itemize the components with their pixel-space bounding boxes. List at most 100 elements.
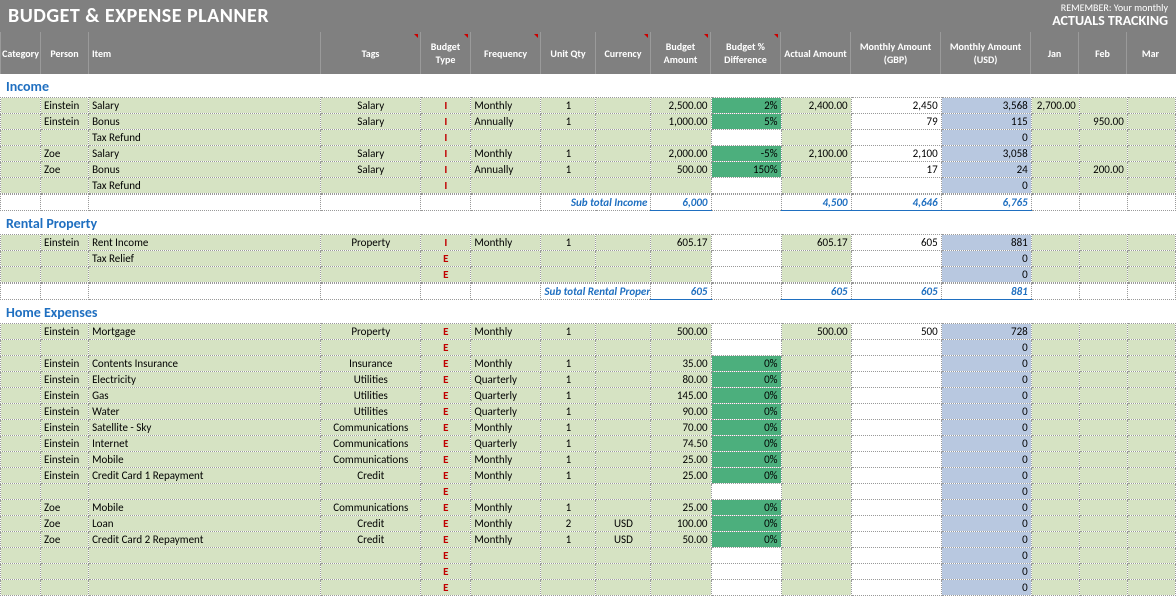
cell-category[interactable] xyxy=(1,162,41,178)
cell-person[interactable]: Zoe xyxy=(41,500,89,516)
cell-mar[interactable] xyxy=(1127,146,1175,162)
cell-mar[interactable] xyxy=(1127,484,1175,500)
cell-actual-amount[interactable] xyxy=(781,484,851,500)
cell-tags[interactable] xyxy=(321,580,421,596)
cell-monthly-usd[interactable]: 0 xyxy=(941,178,1031,194)
cell-unit-qty[interactable]: 1 xyxy=(541,162,596,178)
cell-budget-pct[interactable]: 0% xyxy=(711,468,781,484)
cell-jan[interactable] xyxy=(1031,372,1079,388)
cell-jan[interactable] xyxy=(1031,564,1079,580)
cell-budget-amount[interactable]: 25.00 xyxy=(651,468,711,484)
cell-category[interactable] xyxy=(1,532,41,548)
cell-budget-type[interactable]: E xyxy=(421,500,471,516)
cell-feb[interactable] xyxy=(1079,130,1127,146)
cell-unit-qty[interactable] xyxy=(541,564,596,580)
cell-feb[interactable] xyxy=(1079,548,1127,564)
cell-monthly-usd[interactable]: 0 xyxy=(941,340,1031,356)
cell-category[interactable] xyxy=(1,500,41,516)
cell-currency[interactable] xyxy=(596,340,651,356)
cell-jan[interactable] xyxy=(1031,548,1079,564)
cell-monthly-gbp[interactable] xyxy=(851,564,941,580)
cell-monthly-usd[interactable]: 3,568 xyxy=(941,98,1031,114)
cell-currency[interactable] xyxy=(596,356,651,372)
cell-tags[interactable]: Credit xyxy=(321,532,421,548)
cell-frequency[interactable]: Quarterly xyxy=(471,372,541,388)
cell-category[interactable] xyxy=(1,356,41,372)
cell-mar[interactable] xyxy=(1127,162,1175,178)
cell-budget-pct[interactable] xyxy=(711,130,781,146)
cell-tags[interactable] xyxy=(321,340,421,356)
cell-budget-pct[interactable]: 2% xyxy=(711,98,781,114)
cell-actual-amount[interactable] xyxy=(781,548,851,564)
cell-monthly-gbp[interactable] xyxy=(851,404,941,420)
cell-mar[interactable] xyxy=(1127,340,1175,356)
table-row[interactable]: EinsteinRent IncomePropertyIMonthly1605.… xyxy=(1,235,1176,251)
cell-actual-amount[interactable] xyxy=(781,388,851,404)
cell-category[interactable] xyxy=(1,420,41,436)
cell-actual-amount[interactable] xyxy=(781,420,851,436)
cell-jan[interactable] xyxy=(1031,340,1079,356)
cell-person[interactable]: Einstein xyxy=(41,98,89,114)
cell-frequency[interactable]: Monthly xyxy=(471,516,541,532)
table-row[interactable]: ZoeMobileCommunicationsEMonthly125.000%0 xyxy=(1,500,1176,516)
cell-mar[interactable] xyxy=(1127,356,1175,372)
cell-category[interactable] xyxy=(1,146,41,162)
cell-actual-amount[interactable]: 500.00 xyxy=(781,324,851,340)
cell-frequency[interactable]: Annually xyxy=(471,162,541,178)
cell-monthly-gbp[interactable] xyxy=(851,178,941,194)
cell-feb[interactable] xyxy=(1079,516,1127,532)
cell-budget-type[interactable]: E xyxy=(421,548,471,564)
cell-monthly-gbp[interactable] xyxy=(851,130,941,146)
cell-person[interactable]: Einstein xyxy=(41,356,89,372)
cell-actual-amount[interactable]: 2,100.00 xyxy=(781,146,851,162)
cell-tags[interactable]: Communications xyxy=(321,500,421,516)
cell-frequency[interactable]: Quarterly xyxy=(471,436,541,452)
cell-item[interactable]: Mobile xyxy=(89,500,321,516)
cell-mar[interactable] xyxy=(1127,468,1175,484)
cell-currency[interactable] xyxy=(596,178,651,194)
cell-frequency[interactable] xyxy=(471,178,541,194)
cell-jan[interactable] xyxy=(1031,436,1079,452)
table-row[interactable]: E0 xyxy=(1,564,1176,580)
cell-unit-qty[interactable] xyxy=(541,178,596,194)
table-row[interactable]: E0 xyxy=(1,548,1176,564)
cell-budget-pct[interactable] xyxy=(711,580,781,596)
cell-budget-pct[interactable]: 0% xyxy=(711,516,781,532)
cell-monthly-gbp[interactable] xyxy=(851,388,941,404)
cell-tags[interactable] xyxy=(321,564,421,580)
cell-category[interactable] xyxy=(1,267,41,283)
cell-feb[interactable] xyxy=(1079,251,1127,267)
cell-person[interactable]: Zoe xyxy=(41,146,89,162)
cell-currency[interactable] xyxy=(596,564,651,580)
cell-budget-type[interactable]: E xyxy=(421,532,471,548)
cell-monthly-usd[interactable]: 0 xyxy=(941,420,1031,436)
cell-actual-amount[interactable] xyxy=(781,452,851,468)
cell-category[interactable] xyxy=(1,484,41,500)
cell-monthly-usd[interactable]: 0 xyxy=(941,436,1031,452)
cell-feb[interactable] xyxy=(1079,500,1127,516)
cell-actual-amount[interactable] xyxy=(781,500,851,516)
cell-item[interactable]: Water xyxy=(89,404,321,420)
cell-frequency[interactable] xyxy=(471,267,541,283)
cell-feb[interactable] xyxy=(1079,372,1127,388)
cell-item[interactable]: Gas xyxy=(89,388,321,404)
cell-feb[interactable]: 950.00 xyxy=(1079,114,1127,130)
cell-mar[interactable] xyxy=(1127,436,1175,452)
cell-monthly-gbp[interactable] xyxy=(851,484,941,500)
cell-item[interactable] xyxy=(89,267,321,283)
cell-budget-pct[interactable] xyxy=(711,235,781,251)
cell-frequency[interactable] xyxy=(471,548,541,564)
cell-budget-type[interactable]: E xyxy=(421,372,471,388)
cell-jan[interactable] xyxy=(1031,235,1079,251)
cell-budget-amount[interactable] xyxy=(651,564,711,580)
cell-monthly-usd[interactable]: 0 xyxy=(941,404,1031,420)
cell-item[interactable] xyxy=(89,580,321,596)
cell-monthly-gbp[interactable] xyxy=(851,516,941,532)
table-row[interactable]: ZoeBonusSalaryIAnnually1500.00150%172420… xyxy=(1,162,1176,178)
cell-category[interactable] xyxy=(1,580,41,596)
cell-budget-type[interactable]: E xyxy=(421,324,471,340)
cell-monthly-usd[interactable]: 0 xyxy=(941,548,1031,564)
cell-item[interactable]: Bonus xyxy=(89,114,321,130)
cell-budget-pct[interactable] xyxy=(711,564,781,580)
table-row[interactable]: Tax RefundI0 xyxy=(1,130,1176,146)
